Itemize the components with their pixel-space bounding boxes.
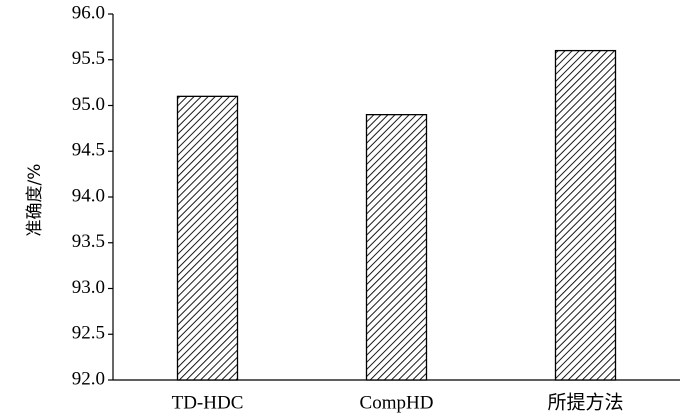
bar [176,95,239,381]
bar [554,49,617,381]
y-tick-label: 92.0 [72,368,105,389]
y-axis-label: 准确度/% [25,164,45,237]
x-tick-label: 所提方法 [547,391,623,413]
y-tick-label: 96.0 [72,2,105,23]
x-tick-label: CompHD [360,392,434,413]
y-tick-label: 93.0 [72,277,105,298]
y-tick-label: 94.5 [72,140,105,161]
x-tick-label: TD-HDC [172,392,244,413]
y-tick-label: 93.5 [72,231,105,252]
y-tick-label: 95.0 [72,94,105,115]
bar [365,114,428,381]
y-tick-label: 95.5 [72,48,105,69]
y-tick-label: 94.0 [72,185,105,206]
y-tick-label: 92.5 [72,323,105,344]
